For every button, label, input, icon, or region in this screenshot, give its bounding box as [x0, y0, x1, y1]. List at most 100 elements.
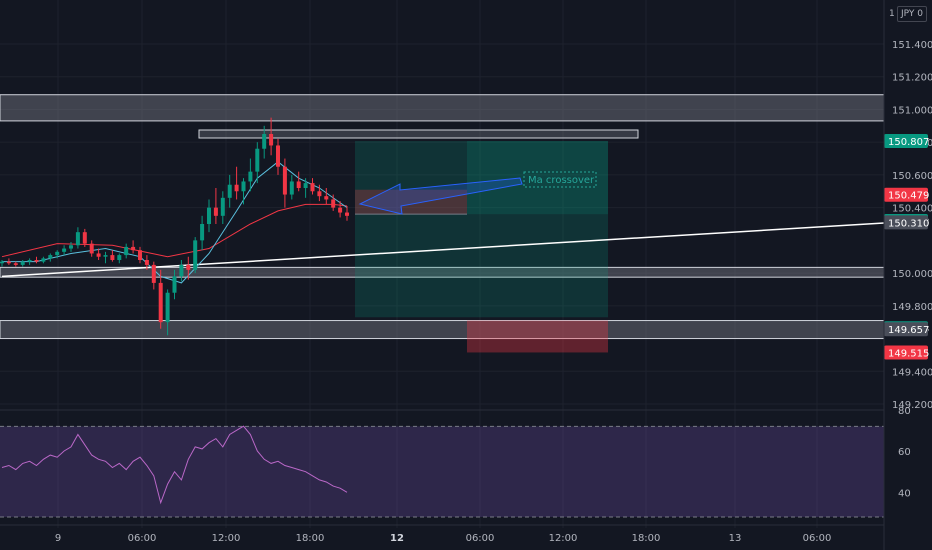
time-tick-label: 12:00: [212, 533, 241, 544]
support-resistance-zone: [0, 320, 885, 340]
candle-body: [296, 181, 301, 188]
price-axis: 151.400151.200151.000150.800150.600150.4…: [884, 40, 932, 411]
candle-body: [62, 248, 67, 252]
candle-body: [310, 183, 315, 192]
sma-fast-line: [2, 161, 348, 284]
candle-body: [269, 134, 274, 146]
oscillator-tick-label: 40: [898, 488, 911, 499]
price-tag: [884, 134, 928, 149]
time-tick-label: 12: [390, 533, 404, 544]
candle-body: [200, 224, 205, 241]
candle-body: [96, 253, 101, 257]
candle-body: [193, 240, 198, 270]
price-tag-label: 149.515: [888, 348, 929, 359]
time-tick-label: 13: [729, 533, 742, 544]
currency-label: JPY: [901, 9, 915, 19]
candle-body: [213, 207, 218, 216]
candle-body: [13, 263, 18, 265]
resistance-box: [198, 129, 639, 139]
price-tick-label: 150.400: [892, 204, 932, 215]
support-resistance-zone: [0, 94, 885, 122]
candle-body: [248, 171, 253, 182]
sma-slow-line: [1, 203, 348, 258]
candle-body: [103, 255, 108, 257]
trendline: [1, 222, 885, 278]
stop-zone-lower: [467, 320, 608, 353]
currency-button[interactable]: JPY 0: [897, 6, 927, 22]
candle-body: [131, 246, 136, 251]
candle-body: [282, 166, 287, 195]
price-tick-label: 151.400: [892, 40, 932, 51]
target-zone-upper: [467, 141, 608, 215]
price-tag: [884, 345, 928, 360]
candle-body: [34, 260, 39, 262]
price-tag-label: 150.310: [888, 218, 929, 229]
candle-body: [117, 255, 122, 260]
candle-body: [82, 232, 87, 244]
candle-body: [179, 264, 184, 277]
candle-body: [338, 207, 343, 213]
candle-body: [303, 183, 308, 188]
price-tick-label: 150.600: [892, 171, 932, 182]
candle-body: [75, 232, 80, 246]
price-tick-label: 149.400: [892, 367, 932, 378]
arrow-shape: [358, 177, 523, 215]
price-tag-label: 149.657: [888, 325, 929, 336]
price-tag: [884, 322, 928, 337]
candle-body: [69, 245, 73, 249]
candle-body: [262, 134, 267, 149]
price-tag: [884, 187, 928, 202]
candle-body: [220, 197, 225, 216]
candle-body: [110, 255, 115, 260]
candle-body: [55, 251, 60, 256]
time-axis: 9 06:00 12:00 18:00 12 06:00 12:00 18:00 13 06:00: [55, 533, 832, 544]
candle-body: [138, 250, 142, 260]
price-tick-label: 149.800: [892, 302, 932, 313]
candle-body: [144, 260, 149, 265]
candle-body: [241, 181, 246, 192]
candle-body: [165, 292, 170, 323]
target-zone: [355, 141, 608, 318]
candle-body: [227, 184, 232, 198]
candle-body: [317, 191, 322, 197]
time-tick-label: 06:00: [803, 533, 832, 544]
stop-zone: [355, 189, 467, 215]
candle-body: [331, 199, 336, 208]
candle-body: [289, 181, 294, 195]
currency-suffix: 0: [917, 9, 923, 19]
scale-indicator: 1: [889, 9, 895, 19]
price-tick-label: 150.000: [892, 269, 932, 280]
candle-body: [48, 255, 53, 259]
time-tick-label: 06:00: [128, 533, 157, 544]
candle-body: [151, 264, 156, 283]
candle-body: [89, 243, 94, 254]
candle-body: [41, 258, 46, 262]
candle-body: [6, 261, 11, 264]
price-tick-label: 151.200: [892, 73, 932, 84]
price-tag: [884, 215, 928, 230]
candle-body: [276, 145, 280, 167]
candle-body: [207, 207, 211, 224]
candle-body: [0, 261, 4, 264]
candle-body: [345, 212, 349, 216]
annotation-border: [523, 171, 597, 188]
candle-body: [324, 196, 329, 200]
annotation-label: Ma crossover: [528, 175, 595, 186]
oscillator-tick-label: 60: [898, 447, 911, 458]
candle-body: [158, 282, 163, 323]
candle-body: [172, 276, 177, 293]
candle-body: [186, 264, 191, 270]
price-tag-label: 150.479: [888, 191, 929, 202]
time-tick-label: 18:00: [296, 533, 325, 544]
candle-body: [234, 184, 239, 192]
candle-body: [124, 246, 129, 256]
candle-body: [20, 261, 25, 265]
time-tick-label: 9: [55, 533, 61, 544]
oscillator-band: [0, 426, 884, 517]
time-tick-label: 06:00: [466, 533, 495, 544]
price-tick-label: 149.200: [892, 400, 932, 411]
candle-body: [27, 260, 32, 262]
grid-lines: [0, 0, 884, 528]
price-tag-label: 150.807: [888, 137, 929, 148]
